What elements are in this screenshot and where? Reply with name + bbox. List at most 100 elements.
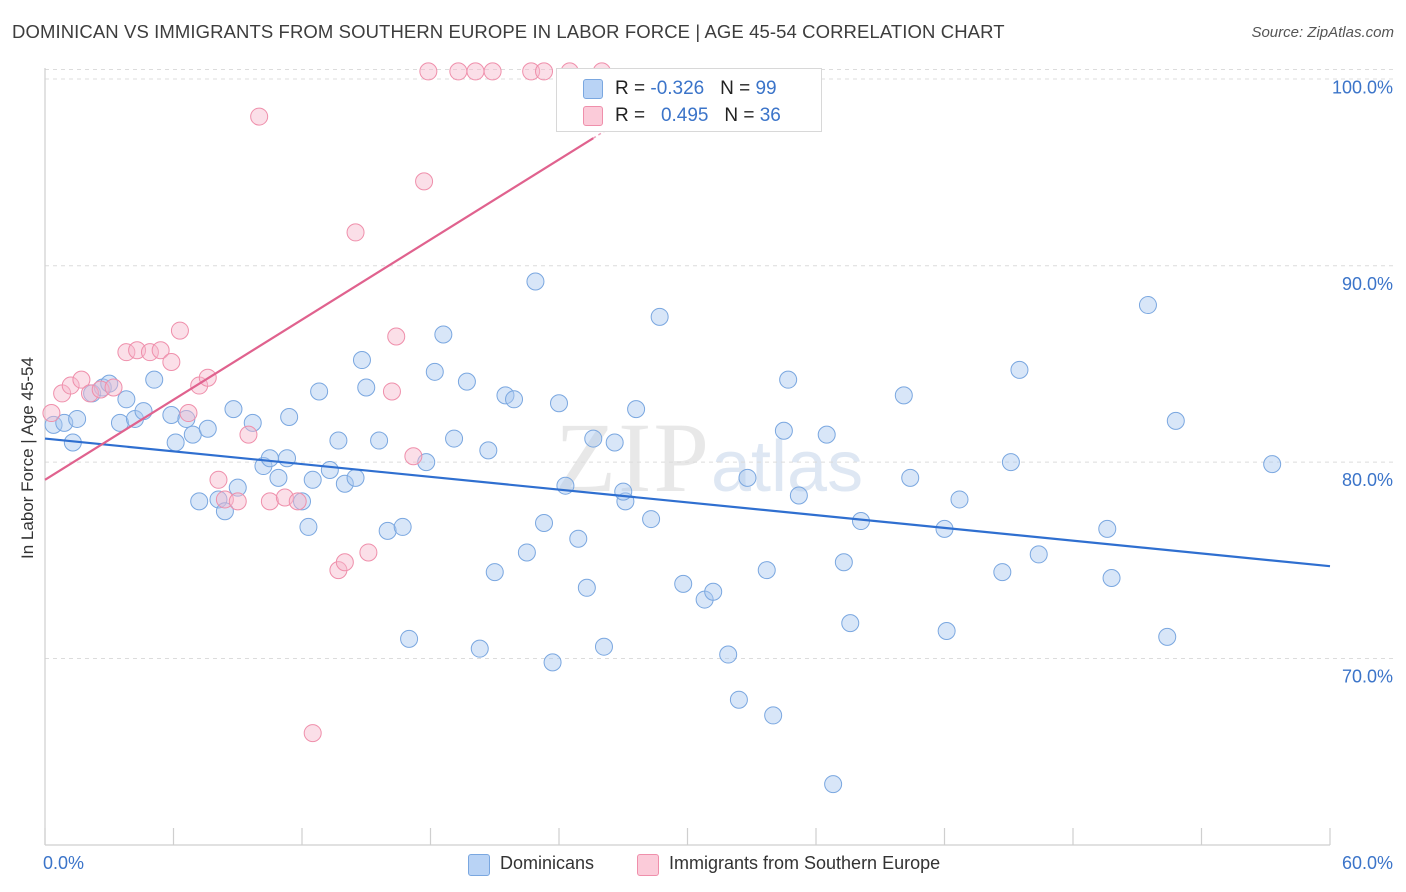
point-southern-europe bbox=[104, 378, 123, 397]
point-dominicans bbox=[329, 431, 348, 450]
data-points bbox=[42, 62, 1282, 794]
point-dominicans bbox=[293, 492, 311, 511]
r-value-southern-europe: 0.495 bbox=[660, 105, 709, 126]
legend-label-dominicans: Dominicans bbox=[500, 853, 595, 873]
point-dominicans bbox=[1158, 627, 1177, 646]
point-dominicans bbox=[824, 775, 843, 794]
r-label: R = bbox=[615, 78, 651, 99]
point-dominicans bbox=[303, 470, 322, 489]
n-value-dominicans: 99 bbox=[755, 78, 777, 99]
point-dominicans bbox=[496, 386, 515, 405]
point-dominicans bbox=[183, 425, 202, 444]
point-southern-europe bbox=[61, 376, 80, 395]
point-southern-europe bbox=[346, 223, 365, 242]
point-dominicans bbox=[162, 406, 181, 425]
point-southern-europe bbox=[260, 492, 279, 511]
point-dominicans bbox=[393, 517, 412, 536]
point-dominicans bbox=[577, 578, 596, 597]
point-southern-europe bbox=[209, 470, 228, 489]
stats-swatch-dominicans bbox=[583, 79, 603, 99]
point-dominicans bbox=[378, 521, 397, 540]
point-dominicans bbox=[470, 639, 489, 658]
point-dominicans bbox=[642, 510, 661, 529]
point-dominicans bbox=[894, 386, 913, 405]
point-dominicans bbox=[774, 421, 793, 440]
point-dominicans bbox=[110, 413, 129, 432]
legend-swatch-southern-europe bbox=[637, 854, 659, 876]
point-southern-europe bbox=[288, 492, 307, 511]
point-dominicans bbox=[605, 433, 624, 452]
legend-swatch-dominicans bbox=[468, 854, 490, 876]
point-southern-europe bbox=[535, 62, 554, 81]
point-dominicans bbox=[764, 706, 783, 725]
point-southern-europe bbox=[483, 62, 502, 81]
point-dominicans bbox=[704, 582, 723, 601]
point-dominicans bbox=[370, 431, 389, 450]
tick-labels: 70.0% 80.0% 90.0% 100.0% 0.0% 60.0% bbox=[43, 77, 1393, 873]
y-tick-label: 90.0% bbox=[1342, 274, 1393, 294]
point-dominicans bbox=[228, 478, 247, 497]
point-southern-europe bbox=[42, 404, 61, 423]
trendline-southern-europe bbox=[44, 137, 594, 481]
point-dominicans bbox=[425, 362, 444, 381]
point-dominicans bbox=[993, 563, 1012, 582]
point-dominicans bbox=[627, 400, 646, 419]
point-dominicans bbox=[190, 492, 209, 511]
n-value-southern-europe: 36 bbox=[759, 105, 781, 126]
point-dominicans bbox=[145, 370, 164, 389]
point-dominicans bbox=[198, 419, 217, 438]
chart-title: DOMINICAN VS IMMIGRANTS FROM SOUTHERN EU… bbox=[12, 21, 1005, 42]
point-southern-europe bbox=[80, 384, 99, 403]
point-southern-europe bbox=[466, 62, 485, 81]
point-dominicans bbox=[1001, 453, 1020, 472]
point-dominicans bbox=[543, 653, 562, 672]
r-label: R = bbox=[615, 105, 651, 126]
watermark: ZIPatlas bbox=[555, 400, 863, 515]
point-dominicans bbox=[479, 441, 498, 460]
x-tick-label-min: 0.0% bbox=[43, 853, 84, 873]
trendline-dominicans bbox=[44, 437, 1331, 568]
point-dominicans bbox=[757, 561, 776, 580]
point-dominicans bbox=[950, 490, 969, 509]
y-tick-label: 100.0% bbox=[1332, 77, 1393, 97]
point-dominicans bbox=[817, 425, 836, 444]
point-dominicans bbox=[457, 372, 476, 391]
point-dominicans bbox=[650, 307, 669, 326]
point-dominicans bbox=[674, 574, 693, 593]
point-dominicans bbox=[260, 449, 279, 468]
point-southern-europe bbox=[404, 447, 423, 466]
point-dominicans bbox=[335, 474, 354, 493]
point-dominicans bbox=[517, 543, 536, 562]
point-dominicans bbox=[1098, 519, 1117, 538]
point-dominicans bbox=[434, 325, 453, 344]
point-southern-europe bbox=[387, 327, 406, 346]
point-southern-europe bbox=[151, 341, 170, 360]
point-southern-europe bbox=[382, 382, 401, 401]
point-dominicans bbox=[310, 382, 329, 401]
point-southern-europe bbox=[250, 107, 269, 126]
n-label: N = bbox=[720, 78, 756, 99]
point-southern-europe bbox=[303, 724, 322, 743]
y-tick-label: 70.0% bbox=[1342, 666, 1393, 686]
point-dominicans bbox=[224, 400, 243, 419]
point-dominicans bbox=[243, 413, 262, 432]
point-dominicans bbox=[320, 460, 339, 479]
axes bbox=[44, 68, 1331, 846]
point-southern-europe bbox=[522, 62, 541, 81]
point-southern-europe bbox=[170, 321, 189, 340]
point-southern-europe bbox=[359, 543, 378, 562]
y-axis-label: In Labor Force | Age 45-54 bbox=[18, 357, 37, 559]
point-dominicans bbox=[569, 529, 588, 548]
point-dominicans bbox=[166, 433, 185, 452]
point-southern-europe bbox=[335, 553, 354, 572]
stats-box: R = -0.326 N = 99 R = 0.495 N = 36 bbox=[556, 68, 822, 132]
point-dominicans bbox=[299, 517, 318, 536]
point-southern-europe bbox=[449, 62, 468, 81]
point-southern-europe bbox=[419, 62, 438, 81]
point-dominicans bbox=[841, 614, 860, 633]
gridlines bbox=[45, 68, 1395, 659]
point-dominicans bbox=[834, 553, 853, 572]
point-dominicans bbox=[901, 468, 920, 487]
point-dominicans bbox=[729, 690, 748, 709]
point-dominicans bbox=[1263, 455, 1282, 474]
